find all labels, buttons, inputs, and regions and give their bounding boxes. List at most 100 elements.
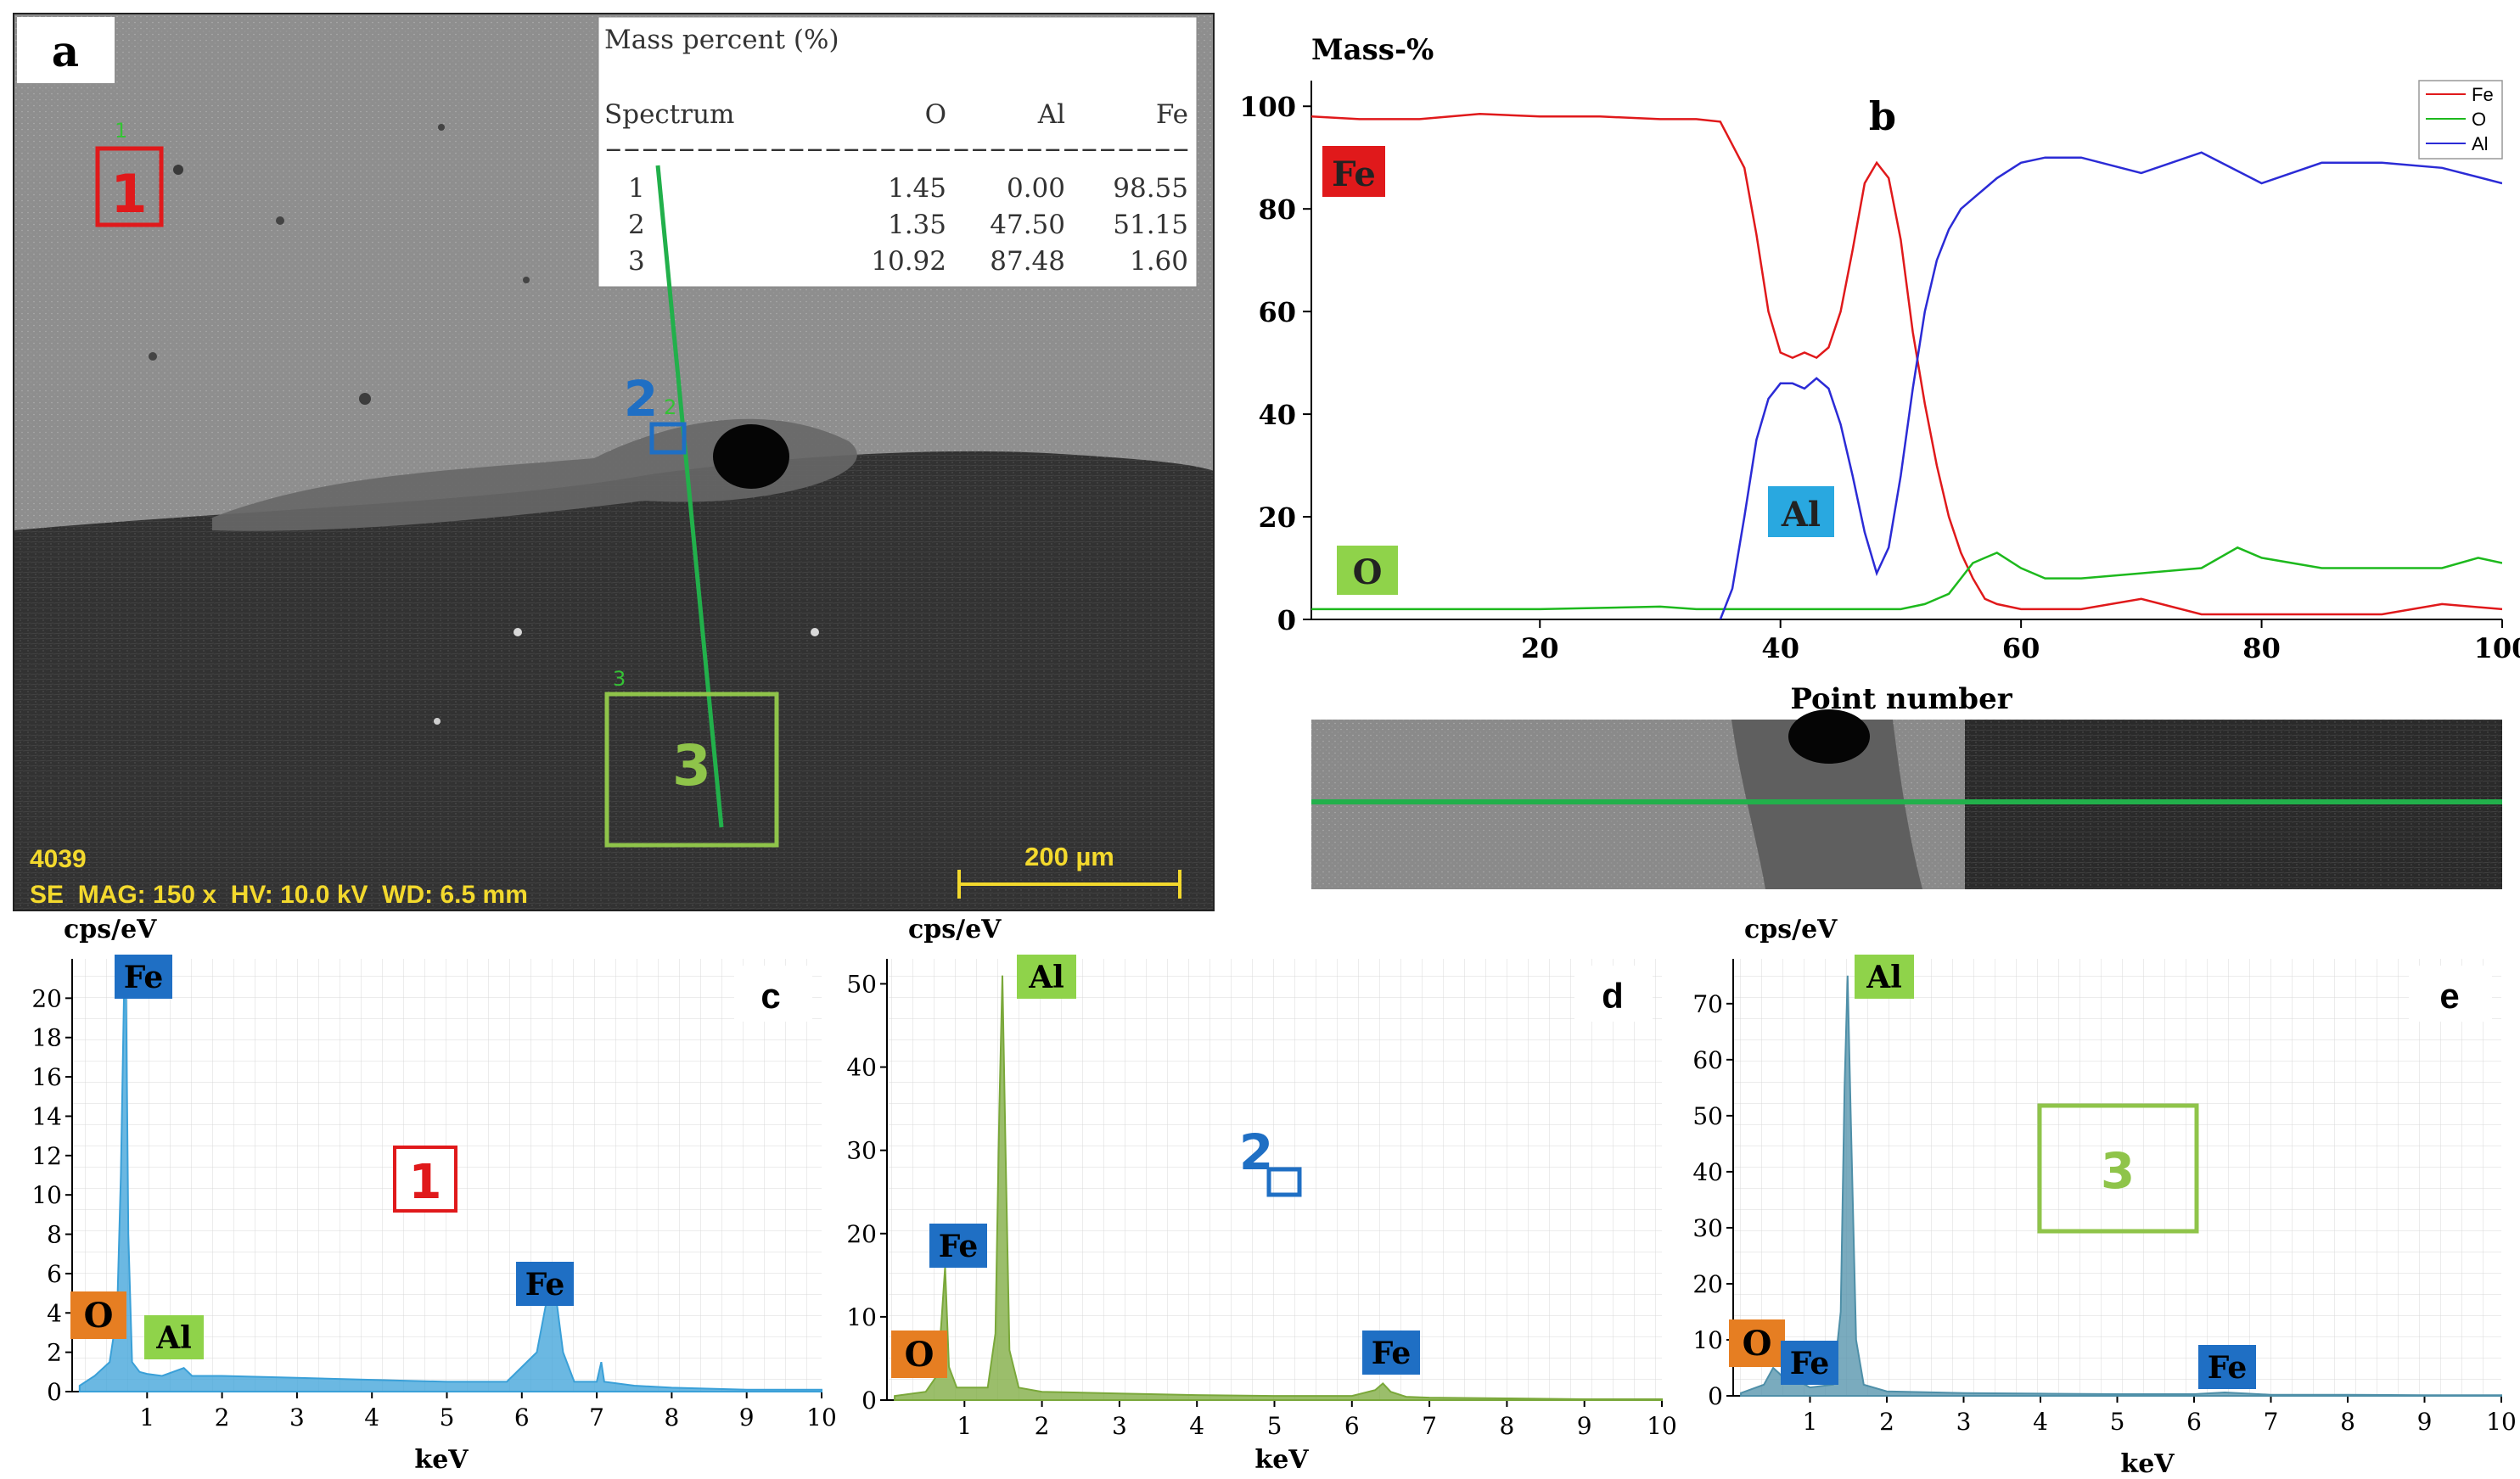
y-tick-label: 20 [31, 984, 62, 1012]
y-tick-label: 50 [1692, 1102, 1723, 1130]
series-line-fe [1311, 113, 2502, 616]
x-tick-label: 4 [1189, 1412, 1204, 1440]
panel-a-label-box [17, 17, 115, 83]
tag-o-box [1337, 546, 1398, 595]
svg-text:1: 1 [115, 119, 127, 143]
y-tick-label: 50 [846, 970, 877, 998]
tag-fe: Fe [2208, 1350, 2248, 1386]
y-tick-label: 100 [1239, 91, 1296, 123]
x-tick-label: 9 [739, 1403, 755, 1431]
sem-info-line: SE MAG: 150 x HV: 10.0 kV WD: 6.5 mm [30, 881, 528, 909]
y-tick-label: 10 [31, 1181, 62, 1209]
panel-c-label: c [760, 976, 780, 1016]
tag-o: O [905, 1335, 934, 1375]
series-line-o [1311, 546, 2502, 611]
y-tick-label: 6 [47, 1260, 62, 1288]
series-line-al [1719, 151, 2502, 619]
panel-e-label: e [2439, 976, 2459, 1016]
y-tick-label: 8 [47, 1221, 62, 1249]
x-tick-label: 7 [1422, 1412, 1437, 1440]
tag-fe: Fe [1332, 154, 1376, 194]
scale-bar: 200 µm [957, 842, 1181, 899]
tag-fe: Fe [1372, 1336, 1412, 1371]
y-tick-label: 40 [1258, 399, 1296, 431]
tag-fe: Fe [525, 1267, 565, 1303]
table-header-fe: Fe [1156, 99, 1188, 130]
y-tick-label: 0 [1277, 604, 1296, 636]
x-tick-label: 20 [1521, 632, 1559, 664]
spectrum-area [78, 958, 822, 1392]
x-tick-label: 8 [1499, 1412, 1514, 1440]
chart-b-legend: Fe O Al [2418, 80, 2503, 160]
region-1-marker: 1 1 [95, 119, 164, 227]
table-divider: -------------------------------- [604, 133, 1190, 164]
y-tick-label: 2 [47, 1339, 62, 1367]
y-tick-label: 80 [1258, 193, 1296, 226]
x-tick-label: 9 [1577, 1412, 1592, 1440]
tag-o: O [84, 1296, 114, 1336]
x-tick-label: 3 [289, 1403, 305, 1431]
x-tick-label: 1 [957, 1412, 972, 1440]
panel-e-region-label: 3 [2101, 1142, 2135, 1200]
svg-text:3: 3 [613, 667, 626, 691]
table-header-spectrum: Spectrum [604, 99, 734, 130]
y-tick-label: 4 [47, 1299, 62, 1327]
table-cell: 47.50 [990, 210, 1065, 240]
y-tick-label: 20 [1258, 501, 1296, 534]
chart-e-xlabel: keV [2120, 1449, 2175, 1479]
svg-text:3: 3 [672, 733, 711, 798]
tag-al-box [1768, 486, 1834, 537]
y-tick-label: 20 [846, 1220, 877, 1248]
x-tick-label: 3 [1956, 1408, 1972, 1436]
y-tick-label: 12 [31, 1142, 62, 1170]
y-tick-label: 14 [31, 1102, 62, 1130]
y-tick-label: 30 [1692, 1214, 1723, 1242]
x-tick-label: 3 [1112, 1412, 1127, 1440]
table-cell: 3 [628, 246, 645, 277]
tag-al: Al [1028, 960, 1064, 995]
x-tick-label: 60 [2002, 632, 2040, 664]
x-tick-label: 40 [1761, 632, 1799, 664]
panel-d-label: d [1602, 976, 1624, 1016]
x-tick-label: 7 [2264, 1408, 2279, 1436]
y-tick-label: 18 [31, 1024, 62, 1052]
legend-fe: Fe [2472, 84, 2494, 105]
mass-percent-table: Mass percent (%) Spectrum O Al Fe ------… [598, 16, 1198, 288]
table-cell: 2 [628, 210, 645, 240]
legend-o: O [2472, 109, 2486, 130]
x-tick-label: 10 [806, 1403, 837, 1431]
table-title: Mass percent (%) [604, 25, 839, 55]
chart-b-ylabel: Mass-% [1311, 33, 1434, 67]
void-dark-spot [713, 424, 789, 489]
x-tick-label: 5 [440, 1403, 455, 1431]
table-cell: 98.55 [1113, 173, 1188, 204]
x-tick-label: 2 [1879, 1408, 1894, 1436]
chart-e-ylabel: cps/eV [1744, 915, 1838, 944]
x-tick-label: 10 [1647, 1412, 1677, 1440]
x-tick-label: 2 [215, 1403, 230, 1431]
x-tick-label: 10 [2486, 1408, 2517, 1436]
svg-text:1: 1 [110, 163, 147, 225]
chart-d-xlabel: keV [1254, 1445, 1309, 1475]
svg-text:2: 2 [624, 370, 658, 428]
sem-image-id: 4039 [30, 845, 87, 873]
panel-b-label: b [1869, 93, 1896, 139]
table-cell: 0.00 [1007, 173, 1065, 204]
y-tick-label: 70 [1692, 990, 1723, 1018]
table-cell: 10.92 [871, 246, 946, 277]
tag-fe: Fe [124, 960, 164, 995]
x-tick-label: 80 [2242, 632, 2281, 664]
y-tick-label: 10 [1692, 1326, 1723, 1354]
x-tick-label: 8 [2340, 1408, 2355, 1436]
y-tick-label: 40 [1692, 1158, 1723, 1186]
y-tick-label: 10 [846, 1303, 877, 1331]
x-tick-label: 8 [664, 1403, 679, 1431]
y-tick-label: 30 [846, 1137, 877, 1165]
tag-fe-box [1322, 146, 1385, 197]
x-tick-label: 6 [514, 1403, 530, 1431]
x-tick-label: 4 [364, 1403, 379, 1431]
